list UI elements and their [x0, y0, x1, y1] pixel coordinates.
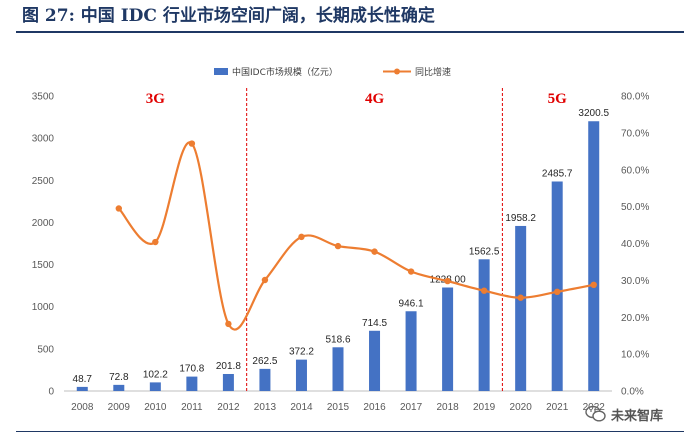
x-tick-label: 2010 — [144, 402, 167, 413]
growth-point — [554, 288, 561, 296]
legend-label-bar: 中国IDC市场规模（亿元） — [232, 66, 338, 78]
growth-point — [590, 281, 597, 288]
bar — [369, 330, 381, 391]
growth-point — [480, 287, 488, 294]
legend-label-line: 同比增速 — [415, 66, 451, 78]
y-left-tick-label: 1000 — [32, 302, 55, 313]
watermark-text: 未来智库 — [611, 408, 664, 424]
bar-data-label: 1958.2 — [505, 213, 536, 224]
x-tick-label: 2014 — [290, 402, 313, 413]
x-tick-label: 2013 — [254, 402, 277, 413]
bar — [551, 181, 563, 391]
y-left-tick-label: 500 — [37, 344, 54, 355]
y-right-tick-label: 20.0% — [621, 313, 649, 324]
x-tick-label: 2015 — [327, 402, 350, 413]
y-right-tick-label: 50.0% — [621, 202, 649, 213]
x-tick-label: 2017 — [400, 402, 423, 413]
bar — [76, 386, 88, 391]
wechat-icon — [585, 405, 606, 422]
growth-point — [517, 294, 524, 301]
bar — [405, 311, 417, 391]
x-tick-label: 2008 — [71, 402, 94, 413]
era-label: 4G — [365, 91, 385, 107]
bar-data-label: 946.1 — [399, 298, 424, 309]
bar-data-label: 72.8 — [109, 372, 129, 383]
title-rule — [16, 31, 684, 33]
growth-point — [152, 238, 159, 246]
growth-point — [407, 268, 415, 275]
x-tick-label: 2020 — [510, 402, 533, 413]
x-tick-label: 2018 — [436, 402, 459, 413]
bar — [588, 121, 600, 392]
bar-data-label: 2485.7 — [542, 168, 573, 179]
y-right-tick-label: 70.0% — [621, 128, 649, 139]
watermark: 未来智库 — [585, 402, 695, 426]
y-right-tick-label: 10.0% — [621, 350, 649, 361]
y-left-tick-label: 2500 — [32, 176, 55, 187]
y-right-tick-label: 40.0% — [621, 239, 649, 250]
legend-swatch-bar — [214, 68, 228, 75]
bar — [442, 287, 454, 391]
growth-point — [298, 233, 305, 241]
bar — [332, 347, 344, 391]
x-tick-label: 2016 — [363, 402, 386, 413]
bar-data-label: 102.2 — [143, 369, 168, 380]
bar — [259, 368, 271, 391]
growth-point — [444, 277, 451, 285]
y-right-tick-label: 30.0% — [621, 276, 649, 287]
growth-point — [115, 205, 123, 212]
bar — [113, 384, 125, 391]
y-right-tick-label: 80.0% — [621, 92, 649, 103]
bar-data-label: 3200.5 — [578, 108, 609, 119]
era-label: 3G — [146, 91, 166, 107]
bar-data-label: 262.5 — [252, 356, 277, 367]
chart-legend: 中国IDC市场规模（亿元） 同比增速 — [214, 66, 451, 78]
bar — [149, 382, 161, 391]
growth-point — [371, 248, 378, 255]
bar — [186, 376, 198, 391]
x-tick-label: 2019 — [473, 402, 496, 413]
bar-data-label: 48.7 — [73, 374, 93, 385]
growth-point — [188, 140, 196, 147]
y-left-tick-label: 1500 — [32, 260, 55, 271]
growth-point — [334, 242, 342, 250]
y-left-tick-label: 3000 — [32, 134, 55, 145]
x-tick-label: 2021 — [546, 402, 569, 413]
y-left-tick-label: 0 — [48, 387, 54, 398]
y-right-tick-label: 60.0% — [621, 165, 649, 176]
y-right-tick-label: 0.0% — [621, 387, 644, 398]
bar — [515, 225, 527, 391]
x-tick-label: 2022 — [583, 402, 606, 413]
bar-data-label: 714.5 — [362, 318, 387, 329]
bar-data-label: 372.2 — [289, 347, 314, 358]
x-tick-label: 2009 — [108, 402, 131, 413]
bar-data-label: 518.6 — [325, 334, 350, 345]
bar-data-label: 170.8 — [179, 364, 204, 375]
bar — [222, 373, 234, 391]
legend-swatch-marker — [394, 68, 400, 75]
bottom-rule — [16, 431, 684, 432]
bar — [295, 359, 307, 391]
y-left-tick-label: 3500 — [32, 92, 55, 103]
bar-data-label: 1562.5 — [469, 246, 500, 257]
era-label: 5G — [548, 91, 568, 107]
y-left-tick-label: 2000 — [32, 218, 55, 229]
x-tick-label: 2011 — [181, 402, 203, 413]
figure-title: 图 27: 中国 IDC 行业市场空间广阔，长期成长性确定 — [22, 6, 435, 26]
growth-point — [261, 276, 269, 284]
bar — [478, 259, 490, 391]
x-tick-label: 2012 — [217, 402, 240, 413]
bar-data-label: 201.8 — [216, 361, 241, 372]
growth-point — [225, 320, 232, 328]
